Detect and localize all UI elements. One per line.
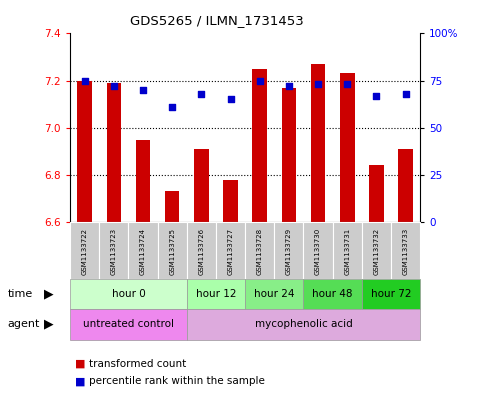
Bar — [70, 279, 187, 309]
Point — [372, 92, 380, 99]
Text: ■: ■ — [75, 358, 85, 369]
Bar — [194, 149, 209, 222]
Bar — [274, 222, 303, 279]
Text: GSM1133722: GSM1133722 — [82, 228, 87, 275]
Bar — [77, 81, 92, 222]
Text: mycophenolic acid: mycophenolic acid — [255, 319, 353, 329]
Point — [343, 81, 351, 88]
Bar — [70, 222, 99, 279]
Text: hour 0: hour 0 — [112, 289, 145, 299]
Bar — [340, 73, 355, 222]
Bar — [128, 222, 157, 279]
Bar — [136, 140, 150, 222]
Text: GSM1133726: GSM1133726 — [199, 228, 204, 275]
Bar — [187, 279, 245, 309]
Point — [110, 83, 118, 89]
Point — [81, 77, 88, 84]
Text: GSM1133729: GSM1133729 — [286, 228, 292, 275]
Point — [402, 91, 410, 97]
Text: GSM1133731: GSM1133731 — [344, 228, 350, 275]
Bar — [253, 69, 267, 222]
Text: GSM1133733: GSM1133733 — [403, 228, 409, 275]
Bar — [187, 222, 216, 279]
Bar — [187, 309, 420, 340]
Bar — [70, 309, 187, 340]
Bar — [282, 88, 296, 222]
Text: GSM1133723: GSM1133723 — [111, 228, 117, 275]
Text: agent: agent — [7, 319, 40, 329]
Text: GSM1133730: GSM1133730 — [315, 228, 321, 275]
Point — [314, 81, 322, 88]
Bar — [303, 279, 362, 309]
Bar — [245, 222, 274, 279]
Bar — [398, 149, 413, 222]
Bar — [245, 279, 303, 309]
Bar — [362, 222, 391, 279]
Point — [198, 91, 205, 97]
Point — [285, 83, 293, 89]
Bar — [157, 222, 187, 279]
Bar — [333, 222, 362, 279]
Bar — [165, 191, 180, 222]
Text: untreated control: untreated control — [83, 319, 174, 329]
Text: GSM1133725: GSM1133725 — [169, 228, 175, 275]
Point — [227, 96, 234, 103]
Bar — [311, 64, 326, 222]
Text: GDS5265 / ILMN_1731453: GDS5265 / ILMN_1731453 — [130, 14, 304, 27]
Point — [256, 77, 264, 84]
Text: hour 48: hour 48 — [313, 289, 353, 299]
Text: hour 24: hour 24 — [254, 289, 295, 299]
Text: GSM1133732: GSM1133732 — [373, 228, 380, 275]
Bar — [303, 222, 333, 279]
Bar — [99, 222, 128, 279]
Bar — [369, 165, 384, 222]
Bar — [391, 222, 420, 279]
Text: GSM1133728: GSM1133728 — [256, 228, 263, 275]
Text: hour 12: hour 12 — [196, 289, 236, 299]
Text: time: time — [7, 289, 32, 299]
Text: ▶: ▶ — [43, 287, 53, 300]
Bar — [223, 180, 238, 222]
Point — [168, 104, 176, 110]
Bar — [216, 222, 245, 279]
Point — [139, 87, 147, 93]
Text: GSM1133727: GSM1133727 — [227, 228, 234, 275]
Text: percentile rank within the sample: percentile rank within the sample — [89, 376, 265, 386]
Text: hour 72: hour 72 — [371, 289, 412, 299]
Text: ▶: ▶ — [43, 318, 53, 331]
Bar — [362, 279, 420, 309]
Text: transformed count: transformed count — [89, 358, 186, 369]
Text: GSM1133724: GSM1133724 — [140, 228, 146, 275]
Text: ■: ■ — [75, 376, 85, 386]
Bar — [107, 83, 121, 222]
